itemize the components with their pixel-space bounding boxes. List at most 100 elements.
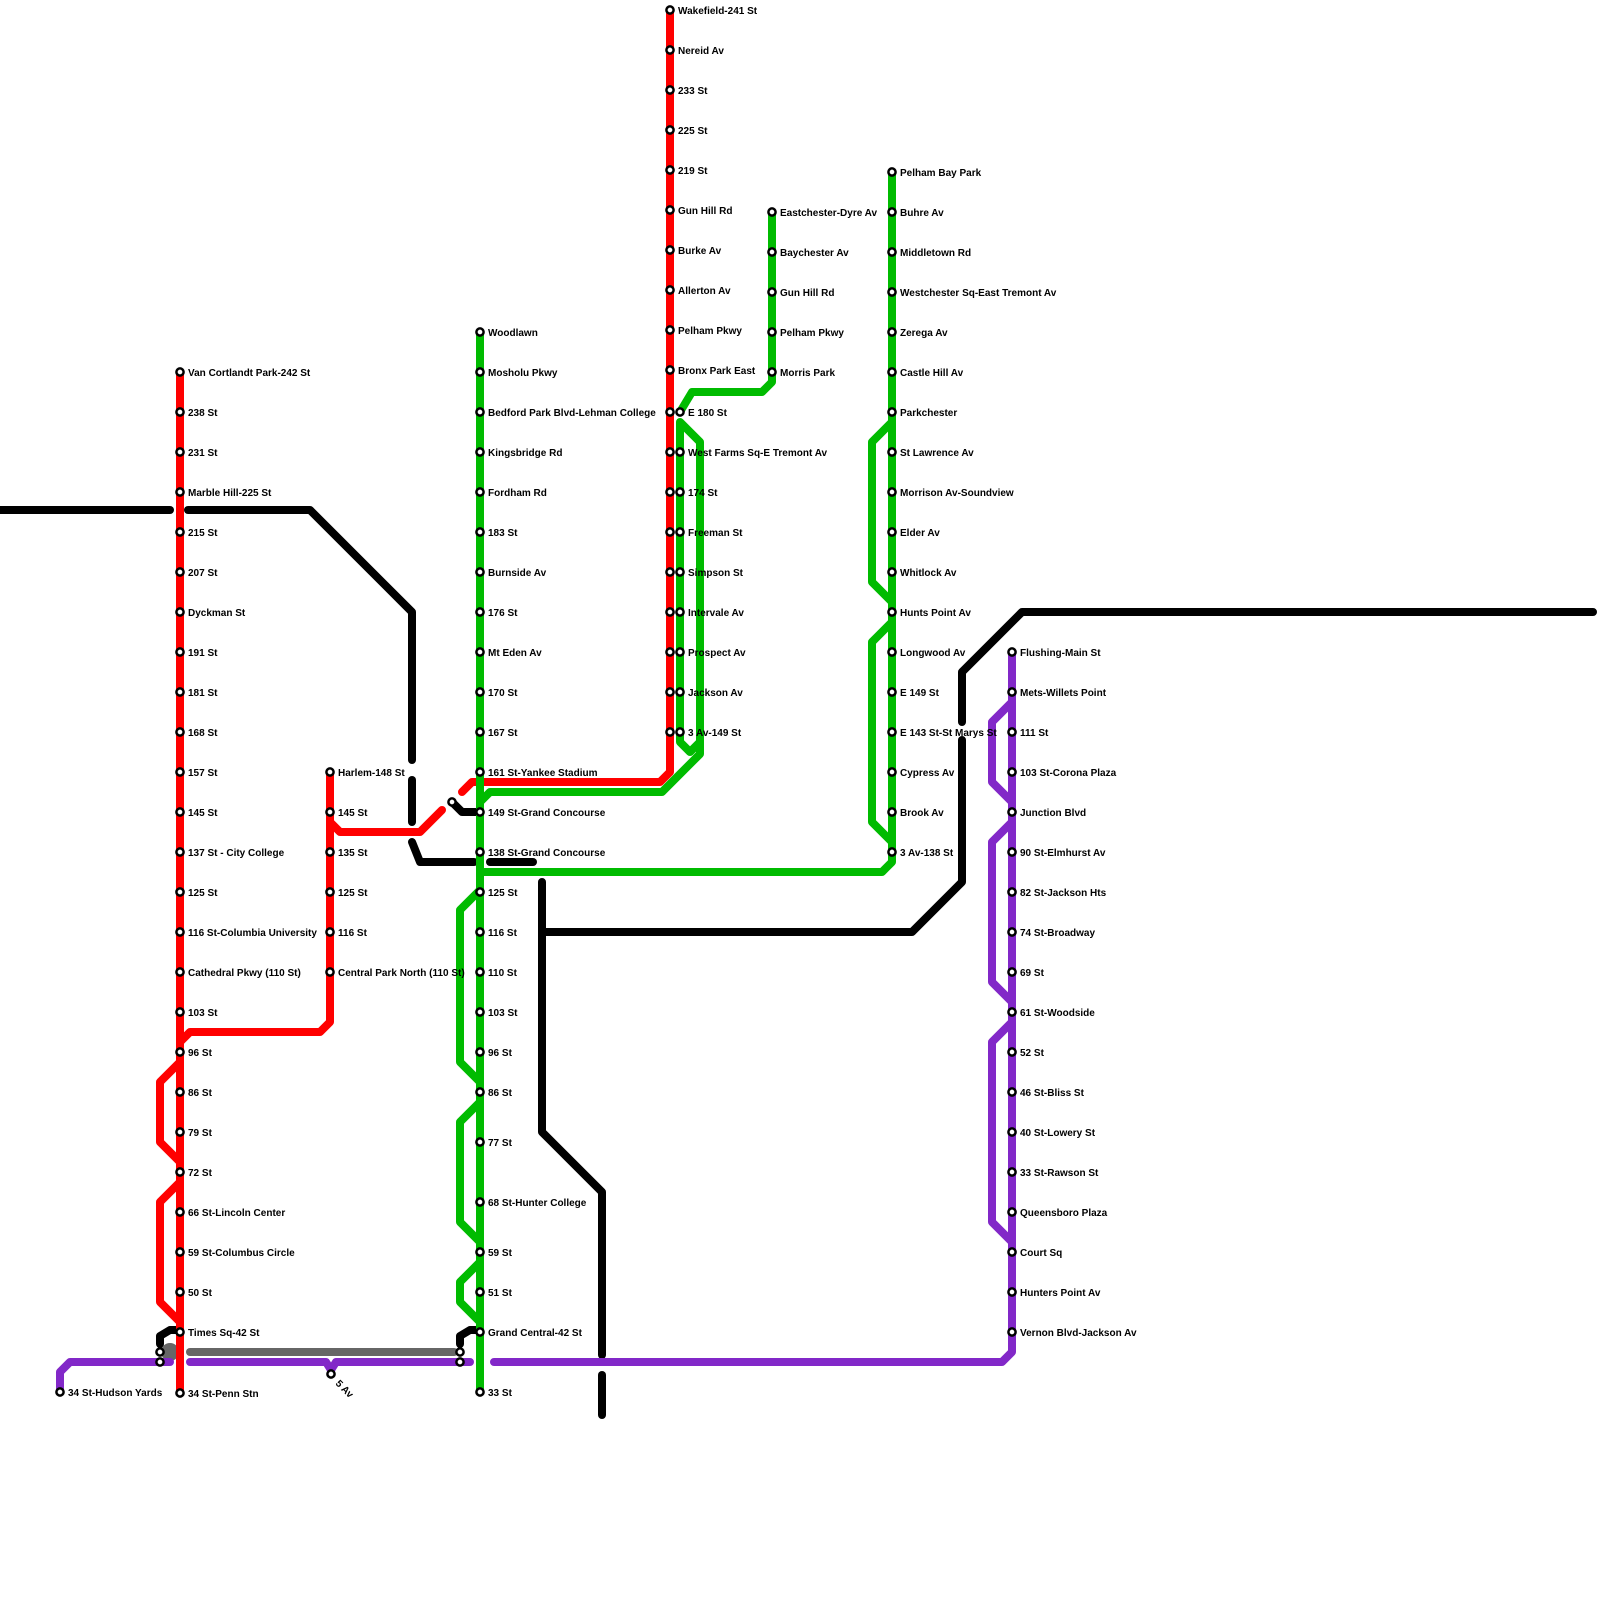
station-vernon-blvd-jackson-av[interactable] [1007, 1327, 1017, 1337]
station-connector-stub[interactable] [447, 797, 457, 807]
station-dot[interactable] [175, 807, 185, 817]
station-pelham-pkwy[interactable] [767, 327, 777, 337]
station-west-farms-sq-e-tremont-av[interactable] [675, 447, 685, 457]
station-bronx-park-east[interactable] [665, 365, 675, 375]
station-dot[interactable] [475, 567, 485, 577]
station-zerega-av[interactable] [887, 327, 897, 337]
station-dot[interactable] [175, 1247, 185, 1257]
station-dot[interactable] [665, 245, 675, 255]
station-46-st-bliss-st[interactable] [1007, 1087, 1017, 1097]
station-145-st[interactable] [175, 807, 185, 817]
station-dot[interactable] [887, 447, 897, 457]
station-5-av[interactable] [326, 1369, 336, 1379]
station-westchester-sq-east-tremont-av[interactable] [887, 287, 897, 297]
station-dot[interactable] [887, 807, 897, 817]
station-dot[interactable] [887, 167, 897, 177]
station-dot[interactable] [447, 797, 457, 807]
station-dot[interactable] [175, 847, 185, 857]
station-215-st[interactable] [175, 527, 185, 537]
station-dot[interactable] [175, 1287, 185, 1297]
station-dot[interactable] [1007, 767, 1017, 777]
station-dot[interactable] [475, 527, 485, 537]
station-dyckman-st[interactable] [175, 607, 185, 617]
station-238-st[interactable] [175, 407, 185, 417]
station-149-st-grand-concourse[interactable] [475, 807, 485, 817]
station-dot[interactable] [475, 927, 485, 937]
station-dot[interactable] [175, 487, 185, 497]
station-116-st-columbia-university[interactable] [175, 927, 185, 937]
station-burnside-av[interactable] [475, 567, 485, 577]
station-33-st-rawson-st[interactable] [1007, 1167, 1017, 1177]
station-van-cortlandt-park-242-st[interactable] [175, 367, 185, 377]
station-prospect-av[interactable] [675, 647, 685, 657]
station-138-st-grand-concourse[interactable] [475, 847, 485, 857]
station-225-st[interactable] [665, 125, 675, 135]
station-dot[interactable] [665, 407, 675, 417]
station-dot[interactable] [887, 367, 897, 377]
station-grand-central-shuttle-a[interactable] [455, 1347, 465, 1357]
station-157-st[interactable] [175, 767, 185, 777]
station-dot[interactable] [1007, 927, 1017, 937]
station-96-st[interactable] [475, 1047, 485, 1057]
station-dot[interactable] [665, 85, 675, 95]
station-eastchester-dyre-av[interactable] [767, 207, 777, 217]
station-e-143-st-st-marys-st[interactable] [887, 727, 897, 737]
station-dot[interactable] [1007, 687, 1017, 697]
station-52-st[interactable] [1007, 1047, 1017, 1057]
station-dot[interactable] [175, 1047, 185, 1057]
station-3-av-149-st[interactable] [675, 727, 685, 737]
station-dot[interactable] [1007, 1007, 1017, 1017]
station-50-st[interactable] [175, 1287, 185, 1297]
station-86-st[interactable] [175, 1087, 185, 1097]
station-cathedral-pkwy-110-st[interactable] [175, 967, 185, 977]
station-dot[interactable] [675, 447, 685, 457]
station-40-st-lowery-st[interactable] [1007, 1127, 1017, 1137]
station-dot[interactable] [887, 527, 897, 537]
station-pelham-pkwy[interactable] [665, 325, 675, 335]
station-170-st[interactable] [475, 687, 485, 697]
station-red-express-8[interactable] [665, 687, 675, 697]
station-3-av-138-st[interactable] [887, 847, 897, 857]
station-dot[interactable] [675, 607, 685, 617]
station-parkchester[interactable] [887, 407, 897, 417]
station-intervale-av[interactable] [675, 607, 685, 617]
station-191-st[interactable] [175, 647, 185, 657]
station-dot[interactable] [887, 487, 897, 497]
station-181-st[interactable] [175, 687, 185, 697]
station-dot[interactable] [1007, 887, 1017, 897]
station-dot[interactable] [475, 607, 485, 617]
station-queensboro-plaza[interactable] [1007, 1207, 1017, 1217]
station-77-st[interactable] [475, 1137, 485, 1147]
station-hunts-point-av[interactable] [887, 607, 897, 617]
station-st-lawrence-av[interactable] [887, 447, 897, 457]
station-dot[interactable] [475, 1247, 485, 1257]
station-74-st-broadway[interactable] [1007, 927, 1017, 937]
station-dot[interactable] [665, 447, 675, 457]
station-buhre-av[interactable] [887, 207, 897, 217]
station-dot[interactable] [767, 247, 777, 257]
station-dot[interactable] [455, 1347, 465, 1357]
station-grand-central-shuttle-b[interactable] [455, 1357, 465, 1367]
station-dot[interactable] [665, 687, 675, 697]
station-gun-hill-rd[interactable] [767, 287, 777, 297]
station-dot[interactable] [475, 1327, 485, 1337]
station-69-st[interactable] [1007, 967, 1017, 977]
station-dot[interactable] [1007, 1167, 1017, 1177]
station-dot[interactable] [475, 407, 485, 417]
station-dot[interactable] [475, 1137, 485, 1147]
station-dot[interactable] [475, 647, 485, 657]
station-wakefield-241-st[interactable] [665, 5, 675, 15]
station-brook-av[interactable] [887, 807, 897, 817]
station-dot[interactable] [325, 807, 335, 817]
station-elder-av[interactable] [887, 527, 897, 537]
station-dot[interactable] [155, 1347, 165, 1357]
station-86-st[interactable] [475, 1087, 485, 1097]
station-middletown-rd[interactable] [887, 247, 897, 257]
station-dot[interactable] [887, 207, 897, 217]
station-harlem-148-st[interactable] [325, 767, 335, 777]
station-dot[interactable] [665, 727, 675, 737]
station-nereid-av[interactable] [665, 45, 675, 55]
station-183-st[interactable] [475, 527, 485, 537]
station-dot[interactable] [475, 727, 485, 737]
station-hunters-point-av[interactable] [1007, 1287, 1017, 1297]
